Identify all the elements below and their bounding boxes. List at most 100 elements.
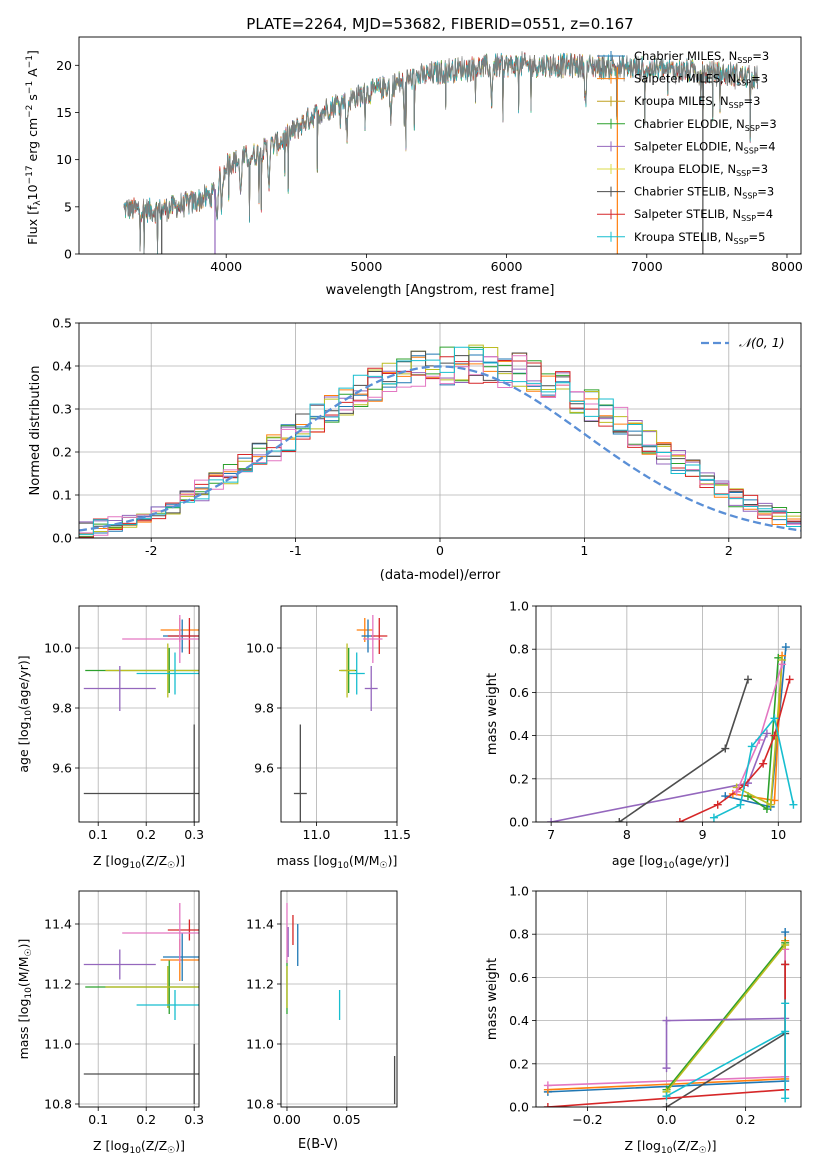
series-marker bbox=[785, 675, 794, 684]
legend-label: Chabrier MILES, NSSP=3 bbox=[634, 49, 769, 65]
y-tick-label: 10 bbox=[56, 152, 72, 167]
legend-label: 𝒩(0, 1) bbox=[739, 335, 785, 350]
age-mass-axes-frame bbox=[280, 605, 398, 823]
mass-z-axes-plot-area bbox=[83, 903, 199, 1104]
series-marker bbox=[770, 731, 779, 740]
series-marker bbox=[713, 800, 722, 809]
legend-label: Kroupa MILES, NSSP=3 bbox=[634, 94, 760, 110]
x-tick-label: 0.00 bbox=[273, 1112, 301, 1127]
age-mass-axes: 11.0 11.5 9.6 9.8 10.0 mass [log10(M/M☉)] bbox=[246, 605, 411, 871]
x-tick-label: 0.2 bbox=[136, 1112, 156, 1127]
age-z-xlabel: Z [log10(Z/Z☉)] bbox=[93, 853, 185, 871]
series-marker bbox=[747, 742, 756, 751]
y-tick-label: 0.4 bbox=[509, 1013, 529, 1028]
y-tick-label: 0.6 bbox=[509, 970, 529, 985]
weight-age-xlabel: age [log10(age/yr)] bbox=[612, 853, 729, 871]
series-line bbox=[665, 1017, 786, 1069]
series-marker bbox=[781, 928, 790, 937]
y-tick-label: 0.0 bbox=[509, 815, 529, 830]
series-marker bbox=[781, 960, 790, 969]
x-tick-label: 9 bbox=[699, 827, 707, 842]
y-tick-label: 10.0 bbox=[44, 641, 72, 656]
legend-label: Chabrier ELODIE, NSSP=3 bbox=[634, 117, 777, 133]
series-line bbox=[550, 733, 768, 822]
y-tick-label: 0.8 bbox=[509, 642, 529, 657]
y-tick-label: 10.8 bbox=[246, 1097, 274, 1112]
spectrum-axes-plot-area bbox=[123, 51, 758, 254]
series-marker bbox=[789, 800, 798, 809]
series-marker bbox=[759, 759, 768, 768]
histogram-step bbox=[79, 355, 801, 536]
series-marker bbox=[543, 1103, 552, 1107]
age-z-axes-plot-area bbox=[83, 615, 199, 822]
mass-ebv-xlabel: E(B-V) bbox=[298, 1137, 338, 1152]
y-tick-label: 0.0 bbox=[52, 531, 72, 546]
weight-z-ylabel: mass weight bbox=[485, 958, 500, 1040]
series-line bbox=[665, 942, 786, 1091]
weight-z-axes-frame bbox=[535, 890, 802, 1108]
legend-label: Salpeter MILES, NSSP=3 bbox=[634, 72, 768, 88]
x-tick-label: 6000 bbox=[491, 259, 523, 274]
x-tick-label: 11.0 bbox=[303, 827, 331, 842]
weight-age-axes-frame bbox=[535, 605, 802, 823]
x-tick-label: 2 bbox=[725, 543, 733, 558]
series-marker bbox=[615, 818, 624, 822]
y-tick-label: 11.2 bbox=[246, 977, 274, 992]
y-tick-label: 0.2 bbox=[509, 771, 529, 786]
x-tick-label: 8 bbox=[623, 827, 631, 842]
y-tick-label: 1.0 bbox=[509, 599, 529, 614]
mass-ebv-axes-frame bbox=[280, 890, 398, 1108]
gaussian-curve bbox=[79, 365, 801, 532]
series-marker bbox=[781, 643, 790, 652]
x-tick-label: 0.2 bbox=[736, 1112, 756, 1127]
series-marker bbox=[781, 1027, 790, 1036]
y-tick-label: 1.0 bbox=[509, 884, 529, 899]
age-z-ylabel: age [log10(age/yr)] bbox=[16, 655, 34, 772]
legend-label: Kroupa ELODIE, NSSP=3 bbox=[634, 162, 768, 178]
y-tick-label: 10.8 bbox=[44, 1097, 72, 1112]
histogram-xlabel: (data-model)/error bbox=[380, 568, 501, 583]
weight-age-axes-plot-area bbox=[547, 643, 798, 822]
weight-age-axes: 7 8 9 10 0.0 0.2 0.4 0.6 0.8 1.0 age [log10(age/yr… bbox=[485, 599, 802, 871]
x-tick-label: 0.1 bbox=[88, 827, 108, 842]
x-tick-label: 0.2 bbox=[136, 827, 156, 842]
histogram-axes-plot-area bbox=[79, 344, 801, 538]
x-tick-label: 0.0 bbox=[657, 1112, 677, 1127]
x-tick-label: 4000 bbox=[210, 259, 242, 274]
weight-z-axes-plot-area bbox=[543, 928, 790, 1107]
y-tick-label: 11.0 bbox=[246, 1037, 274, 1052]
y-tick-label: 11.0 bbox=[44, 1037, 72, 1052]
figure-title: PLATE=2264, MJD=53682, FIBERID=0551, z=0… bbox=[246, 15, 633, 33]
y-tick-label: 0.1 bbox=[52, 488, 72, 503]
x-tick-label: −0.2 bbox=[572, 1112, 602, 1127]
legend-label: Chabrier STELIB, NSSP=3 bbox=[634, 185, 774, 201]
series-marker bbox=[662, 1092, 671, 1101]
x-tick-label: 10 bbox=[770, 827, 786, 842]
weight-age-ylabel: mass weight bbox=[485, 673, 500, 755]
weight-z-axes: −0.2 0.0 0.2 0.0 0.2 0.4 0.6 0.8 1.0 Z [log10(Z/Z… bbox=[485, 884, 802, 1156]
mass-ebv-axes-plot-area bbox=[286, 903, 396, 1104]
series-line bbox=[665, 944, 786, 1093]
spectrum-legend: Chabrier MILES, NSSP=3 Salpeter MILES, NS… bbox=[597, 49, 777, 246]
x-tick-label: 1 bbox=[580, 543, 588, 558]
spectrum-xlabel: wavelength [Angstrom, rest frame] bbox=[326, 283, 555, 298]
mass-z-xlabel: Z [log10(Z/Z☉)] bbox=[93, 1138, 185, 1156]
legend-label: Salpeter ELODIE, NSSP=4 bbox=[634, 139, 776, 155]
y-tick-label: 0.0 bbox=[509, 1100, 529, 1115]
x-tick-label: 11.5 bbox=[383, 827, 411, 842]
x-tick-label: -2 bbox=[145, 543, 157, 558]
series-line bbox=[666, 1003, 786, 1099]
y-tick-label: 9.6 bbox=[52, 761, 72, 776]
series-marker bbox=[675, 818, 684, 822]
series-marker bbox=[781, 1094, 790, 1103]
series-marker bbox=[662, 1064, 671, 1073]
series-marker bbox=[736, 800, 745, 809]
mass-ebv-axes: 0.00 0.05 10.8 11.0 11.2 11.4 E(B-V) bbox=[246, 890, 398, 1152]
y-tick-label: 0.3 bbox=[52, 402, 72, 417]
series-marker bbox=[744, 675, 752, 684]
series-marker bbox=[721, 744, 730, 753]
y-tick-label: 11.4 bbox=[246, 917, 274, 932]
spectrum-axes-frame bbox=[78, 36, 802, 255]
y-tick-label: 0.2 bbox=[509, 1056, 529, 1071]
